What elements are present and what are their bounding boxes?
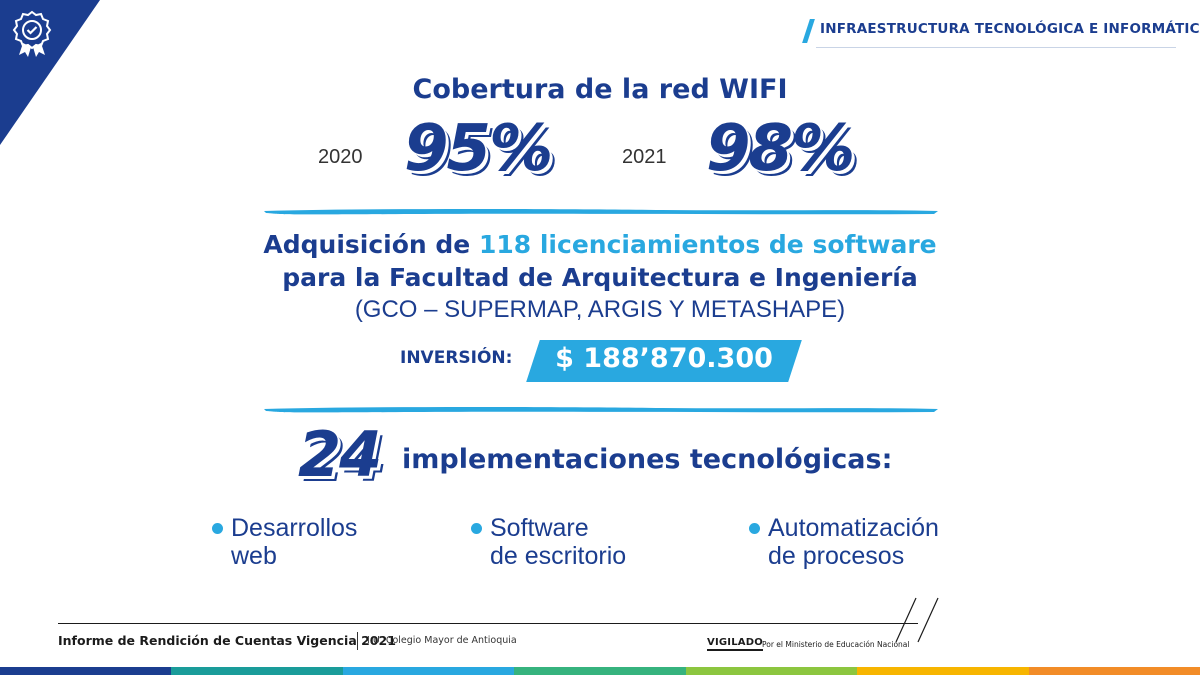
item-line-2: web xyxy=(231,542,277,570)
section-tag: INFRAESTRUCTURA TECNOLÓGICA E INFORMÁTIC… xyxy=(802,17,1200,48)
investment-value: $ 188’870.300 xyxy=(555,343,773,374)
list-item: Software de escritorio xyxy=(471,514,626,570)
vigilado-subtitle: Por el Ministerio de Educación Nacional xyxy=(762,640,910,649)
software-prefix: Adquisición de xyxy=(263,230,479,259)
implementations-label: implementaciones tecnológicas: xyxy=(402,444,893,475)
footer-slash xyxy=(895,597,939,643)
color-bar-segment xyxy=(171,667,343,675)
list-item: Desarrollos web xyxy=(212,514,357,570)
color-bar-segment xyxy=(1028,667,1200,675)
color-bar-segment xyxy=(0,667,172,675)
footer-separator xyxy=(357,632,358,650)
color-bar-segment xyxy=(857,667,1029,675)
pct-2020: 95% xyxy=(404,112,553,186)
item-line-1: Software xyxy=(490,514,589,542)
software-highlight: 118 licenciamientos de software xyxy=(478,230,937,259)
section-title: INFRAESTRUCTURA TECNOLÓGICA E INFORMÁTIC… xyxy=(820,21,1200,37)
award-badge-icon xyxy=(12,10,52,57)
year-2021: 2021 xyxy=(622,146,667,168)
item-line-2: de procesos xyxy=(768,542,905,570)
color-bar-segment xyxy=(685,667,858,675)
footer-color-bar xyxy=(0,667,1200,675)
tag-rule xyxy=(816,47,1176,48)
bullet-dot xyxy=(212,523,223,534)
investment-label: INVERSIÓN: xyxy=(400,348,513,368)
color-bar-segment xyxy=(514,667,686,675)
footer-rule xyxy=(58,623,918,624)
item-line-1: Desarrollos xyxy=(231,514,358,542)
tag-slash xyxy=(802,19,815,43)
year-2020: 2020 xyxy=(318,146,363,168)
software-line-2: para la Facultad de Arquitectura e Ingen… xyxy=(282,263,918,292)
item-line-1: Automatización xyxy=(768,514,939,542)
implementations-count: 24 xyxy=(298,418,382,491)
bullet-dot xyxy=(471,523,482,534)
wifi-title: Cobertura de la red WIFI xyxy=(412,74,788,105)
item-line-2: de escritorio xyxy=(490,542,627,570)
color-bar-segment xyxy=(342,667,515,675)
brush-divider xyxy=(264,407,938,413)
brush-divider xyxy=(264,209,938,215)
bullet-dot xyxy=(749,523,760,534)
list-item: Automatización de procesos xyxy=(749,514,939,570)
software-line-1: Adquisición de 118 licenciamientos de so… xyxy=(0,230,1200,259)
vigilado-mark: VIGILADO xyxy=(707,637,763,651)
footer-report-title: Informe de Rendición de Cuentas Vigencia… xyxy=(58,633,396,648)
pct-2021: 98% xyxy=(706,112,855,186)
software-line-3: (GCO – SUPERMAP, ARGIS Y METASHAPE) xyxy=(354,296,846,323)
footer-school: I.U. Colegio Mayor de Antioquia xyxy=(367,635,517,646)
